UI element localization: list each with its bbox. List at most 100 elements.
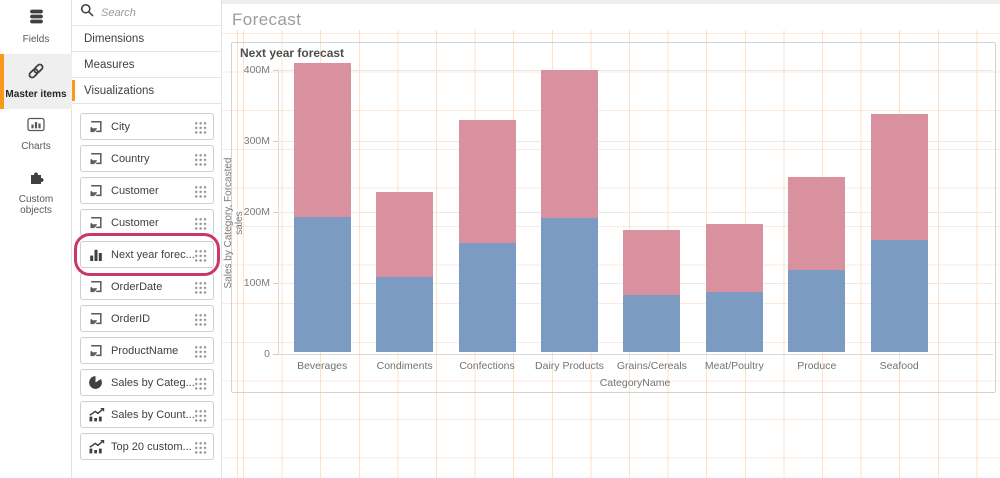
dimension-icon	[88, 119, 104, 135]
master-item-card[interactable]: City	[80, 113, 214, 140]
bar-segment-forcasted-sales[interactable]	[376, 192, 434, 277]
drag-handle-icon[interactable]	[194, 119, 207, 134]
bar-segment-sales-by-category[interactable]	[540, 218, 598, 352]
y-tick-mark	[273, 140, 278, 142]
bar-segment-forcasted-sales[interactable]	[870, 113, 928, 240]
master-item-label: OrderID	[111, 312, 151, 325]
bar-produce[interactable]	[788, 177, 846, 352]
bar-segment-sales-by-category[interactable]	[788, 270, 846, 352]
bar-segment-forcasted-sales[interactable]	[788, 177, 846, 271]
trend-icon	[88, 407, 105, 423]
nav-label: Custom objects	[18, 194, 54, 216]
master-item-card[interactable]: Sales by Count...	[80, 401, 214, 428]
master-item-card[interactable]: Country	[80, 145, 214, 172]
drag-handle-icon[interactable]	[194, 279, 207, 294]
bar-segment-forcasted-sales[interactable]	[458, 119, 516, 243]
nav-item-charts[interactable]: Charts	[0, 109, 72, 161]
chart-plot-area: Sales by Category, Forcasted sales Categ…	[223, 43, 995, 392]
bar-confections[interactable]	[458, 119, 516, 352]
bar-beverages[interactable]	[293, 63, 351, 352]
x-tick-label: Produce	[797, 360, 837, 372]
master-item-card[interactable]: Top 20 custom...	[80, 433, 214, 460]
nav-item-custom-objects[interactable]: Custom objects	[0, 161, 72, 225]
drag-handle-icon[interactable]	[194, 343, 207, 358]
master-item-label: Sales by Categ...	[111, 376, 194, 389]
link-icon	[27, 62, 45, 80]
drag-handle-icon[interactable]	[194, 439, 207, 454]
master-item-card[interactable]: Customer	[80, 209, 214, 236]
master-item-label: ProductName	[111, 344, 179, 357]
top-band	[222, 0, 1000, 4]
drag-handle-icon[interactable]	[194, 215, 207, 230]
y-tick-label: 100M	[243, 276, 270, 289]
master-item-card[interactable]: Next year forec...	[80, 241, 214, 268]
bar-segment-forcasted-sales[interactable]	[623, 229, 681, 296]
dimension-icon	[88, 279, 104, 295]
x-tick-label: Condiments	[376, 360, 433, 372]
master-item-card[interactable]: ProductName	[80, 337, 214, 364]
master-item-label: Top 20 custom...	[111, 440, 192, 453]
drag-handle-icon[interactable]	[194, 247, 207, 262]
drag-handle-icon[interactable]	[194, 183, 207, 198]
bar-condiments[interactable]	[376, 192, 434, 352]
bar-dairy-products[interactable]	[540, 69, 598, 352]
master-item-card[interactable]: OrderDate	[80, 273, 214, 300]
section-dimensions[interactable]: Dimensions	[72, 26, 221, 52]
y-tick-label: 400M	[243, 63, 270, 76]
nav-item-fields[interactable]: Fields	[0, 0, 72, 54]
trend-icon	[88, 439, 105, 455]
charts-icon	[27, 117, 45, 135]
bar-seafood[interactable]	[870, 113, 928, 352]
forecast-bar-chart[interactable]: Next year forecast Sales by Category, Fo…	[223, 42, 996, 393]
dimension-icon	[88, 311, 104, 327]
y-gridline	[278, 69, 993, 71]
master-item-card[interactable]: Sales by Categ...	[80, 369, 214, 396]
search-row	[72, 0, 221, 26]
database-icon	[27, 8, 45, 26]
master-item-label: Country	[111, 152, 150, 165]
master-item-card[interactable]: OrderID	[80, 305, 214, 332]
search-input[interactable]	[101, 6, 201, 19]
bar-segment-sales-by-category[interactable]	[293, 216, 351, 352]
nav-item-master-items[interactable]: Master items	[0, 54, 72, 109]
bar-segment-sales-by-category[interactable]	[458, 242, 516, 352]
bar-segment-forcasted-sales[interactable]	[293, 63, 351, 217]
bar-meat-poultry[interactable]	[705, 224, 763, 352]
y-tick-mark	[273, 282, 278, 284]
y-tick-label: 0	[264, 348, 270, 360]
bar-segment-forcasted-sales[interactable]	[540, 69, 598, 219]
y-axis-line	[278, 69, 279, 354]
y-tick-label: 300M	[243, 134, 270, 147]
drag-handle-icon[interactable]	[194, 311, 207, 326]
master-item-label: Next year forec...	[111, 248, 194, 261]
accordion-sections: Dimensions Measures Visualizations	[72, 26, 221, 104]
pie-icon	[88, 374, 104, 391]
x-tick-label: Seafood	[879, 360, 919, 372]
master-item-card[interactable]: Customer	[80, 177, 214, 204]
x-tick-label: Confections	[459, 360, 515, 372]
section-visualizations[interactable]: Visualizations	[72, 78, 221, 104]
drag-handle-icon[interactable]	[194, 407, 207, 422]
x-axis-line	[278, 354, 993, 355]
bar-segment-sales-by-category[interactable]	[870, 239, 928, 352]
bar-segment-sales-by-category[interactable]	[376, 276, 434, 352]
master-item-label: City	[111, 120, 130, 133]
section-measures[interactable]: Measures	[72, 52, 221, 78]
master-item-label: OrderDate	[111, 280, 163, 293]
nav-label: Master items	[5, 89, 67, 100]
x-axis-title: CategoryName	[599, 377, 671, 389]
chart-title: Next year forecast	[240, 46, 345, 60]
bar-segment-sales-by-category[interactable]	[623, 295, 681, 352]
drag-handle-icon[interactable]	[194, 375, 207, 390]
master-item-label: Sales by Count...	[111, 408, 194, 421]
dimension-icon	[88, 183, 104, 199]
search-icon	[80, 3, 94, 22]
bar-segment-forcasted-sales[interactable]	[705, 224, 763, 293]
drag-handle-icon[interactable]	[194, 151, 207, 166]
dimension-icon	[88, 215, 104, 231]
y-tick-mark	[273, 354, 278, 355]
x-tick-label: Beverages	[297, 360, 348, 372]
bar-grains-cereals[interactable]	[623, 229, 681, 352]
bar-segment-sales-by-category[interactable]	[705, 292, 763, 352]
